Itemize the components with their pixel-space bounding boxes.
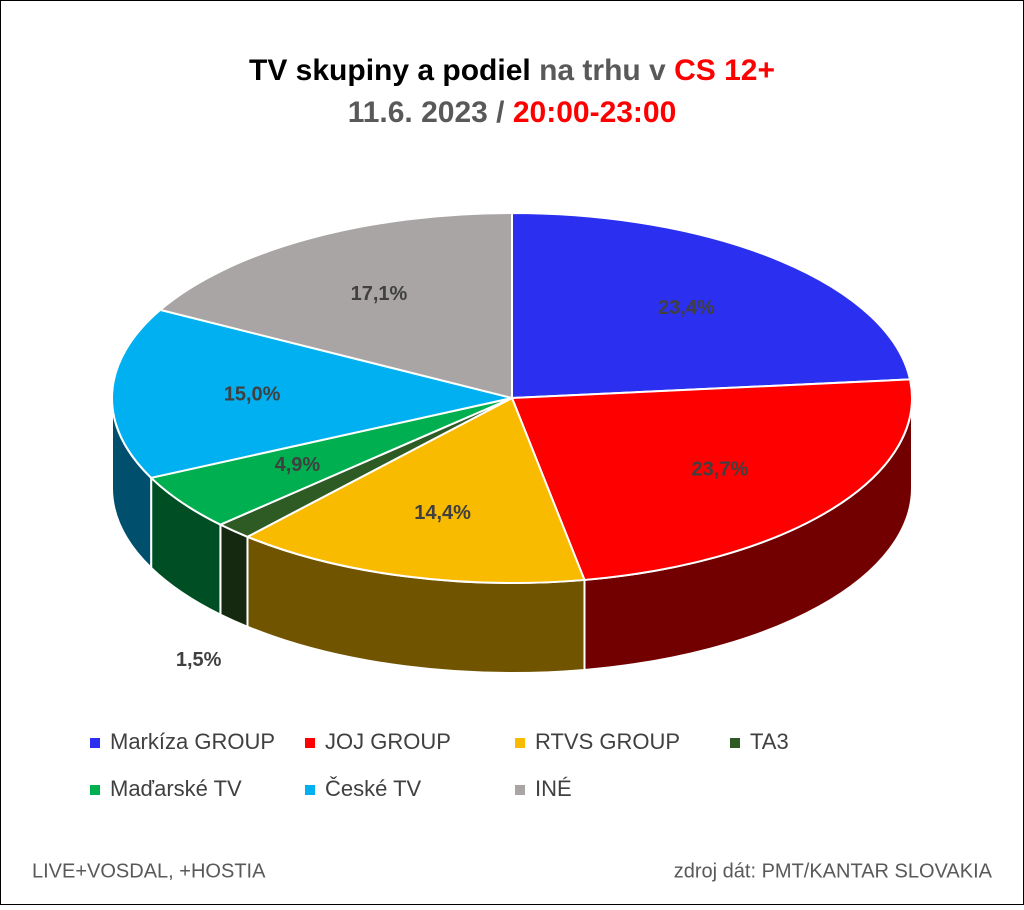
data-label: 1,5% <box>176 649 222 671</box>
subtitle-part: 20:00-23:00 <box>513 96 676 129</box>
slice-side <box>219 523 249 629</box>
legend-label: INÉ <box>535 776 572 801</box>
data-label: 15,0% <box>224 383 281 405</box>
data-label: 23,7% <box>692 458 749 480</box>
title-part: CS 12+ <box>674 54 775 87</box>
legend-marker <box>90 785 100 795</box>
slice <box>111 308 513 479</box>
chart-subtitle: 11.6. 2023 / 20:00-23:00 <box>348 96 677 129</box>
legend-marker <box>515 785 525 795</box>
chart-title: TV skupiny a podiel na trhu v CS 12+ <box>249 54 775 87</box>
legend-label: Maďarské TV <box>110 776 242 801</box>
slice <box>245 396 586 584</box>
data-label: 23,4% <box>658 297 715 319</box>
legend-marker <box>730 738 740 748</box>
legend-label: JOJ GROUP <box>325 729 451 754</box>
slice <box>510 378 913 581</box>
note: LIVE+VOSDAL, +HOSTIA <box>32 860 266 882</box>
legend-label: Markíza GROUP <box>110 729 275 754</box>
legend-marker <box>305 738 315 748</box>
legend-marker <box>515 738 525 748</box>
title-part: TV skupiny a podiel <box>249 54 531 87</box>
data-label: 14,4% <box>414 502 471 524</box>
subtitle-part: 11.6. 2023 / <box>348 96 505 129</box>
legend-label: TA3 <box>750 729 789 754</box>
slice <box>158 211 513 400</box>
data-label: 17,1% <box>351 283 408 305</box>
legend-label: RTVS GROUP <box>535 729 680 754</box>
note: zdroj dát: PMT/KANTAR SLOVAKIA <box>674 860 993 882</box>
slice <box>511 211 912 400</box>
legend-marker <box>90 738 100 748</box>
title-part: na trhu v <box>539 54 666 87</box>
legend-label: České TV <box>325 776 422 801</box>
legend-marker <box>305 785 315 795</box>
data-label: 4,9% <box>275 454 321 476</box>
